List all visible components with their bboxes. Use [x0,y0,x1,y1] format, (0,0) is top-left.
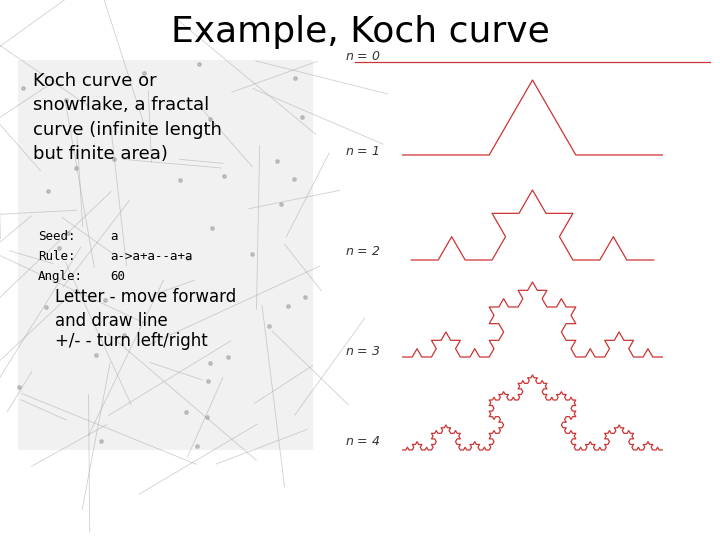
Text: a: a [110,230,117,243]
Text: Example, Koch curve: Example, Koch curve [171,15,549,49]
Text: $n$ = 1: $n$ = 1 [345,145,379,158]
Text: Seed:: Seed: [38,230,76,243]
Bar [18,60,313,450]
Text: Angle:: Angle: [38,270,83,283]
Text: $n$ = 3: $n$ = 3 [345,345,380,358]
Text: +/- - turn left/right: +/- - turn left/right [55,332,208,350]
Text: 60: 60 [110,270,125,283]
Text: Koch curve or
snowflake, a fractal
curve (infinite length
but finite area): Koch curve or snowflake, a fractal curve… [33,72,222,163]
Text: a->a+a--a+a: a->a+a--a+a [110,250,192,263]
Text: $n$ = 0: $n$ = 0 [345,50,381,63]
Text: $n$ = 4: $n$ = 4 [345,435,380,448]
Text: $n$ = 2: $n$ = 2 [345,245,380,258]
Text: Rule:: Rule: [38,250,76,263]
Text: Letter - move forward
and draw line: Letter - move forward and draw line [55,288,236,330]
